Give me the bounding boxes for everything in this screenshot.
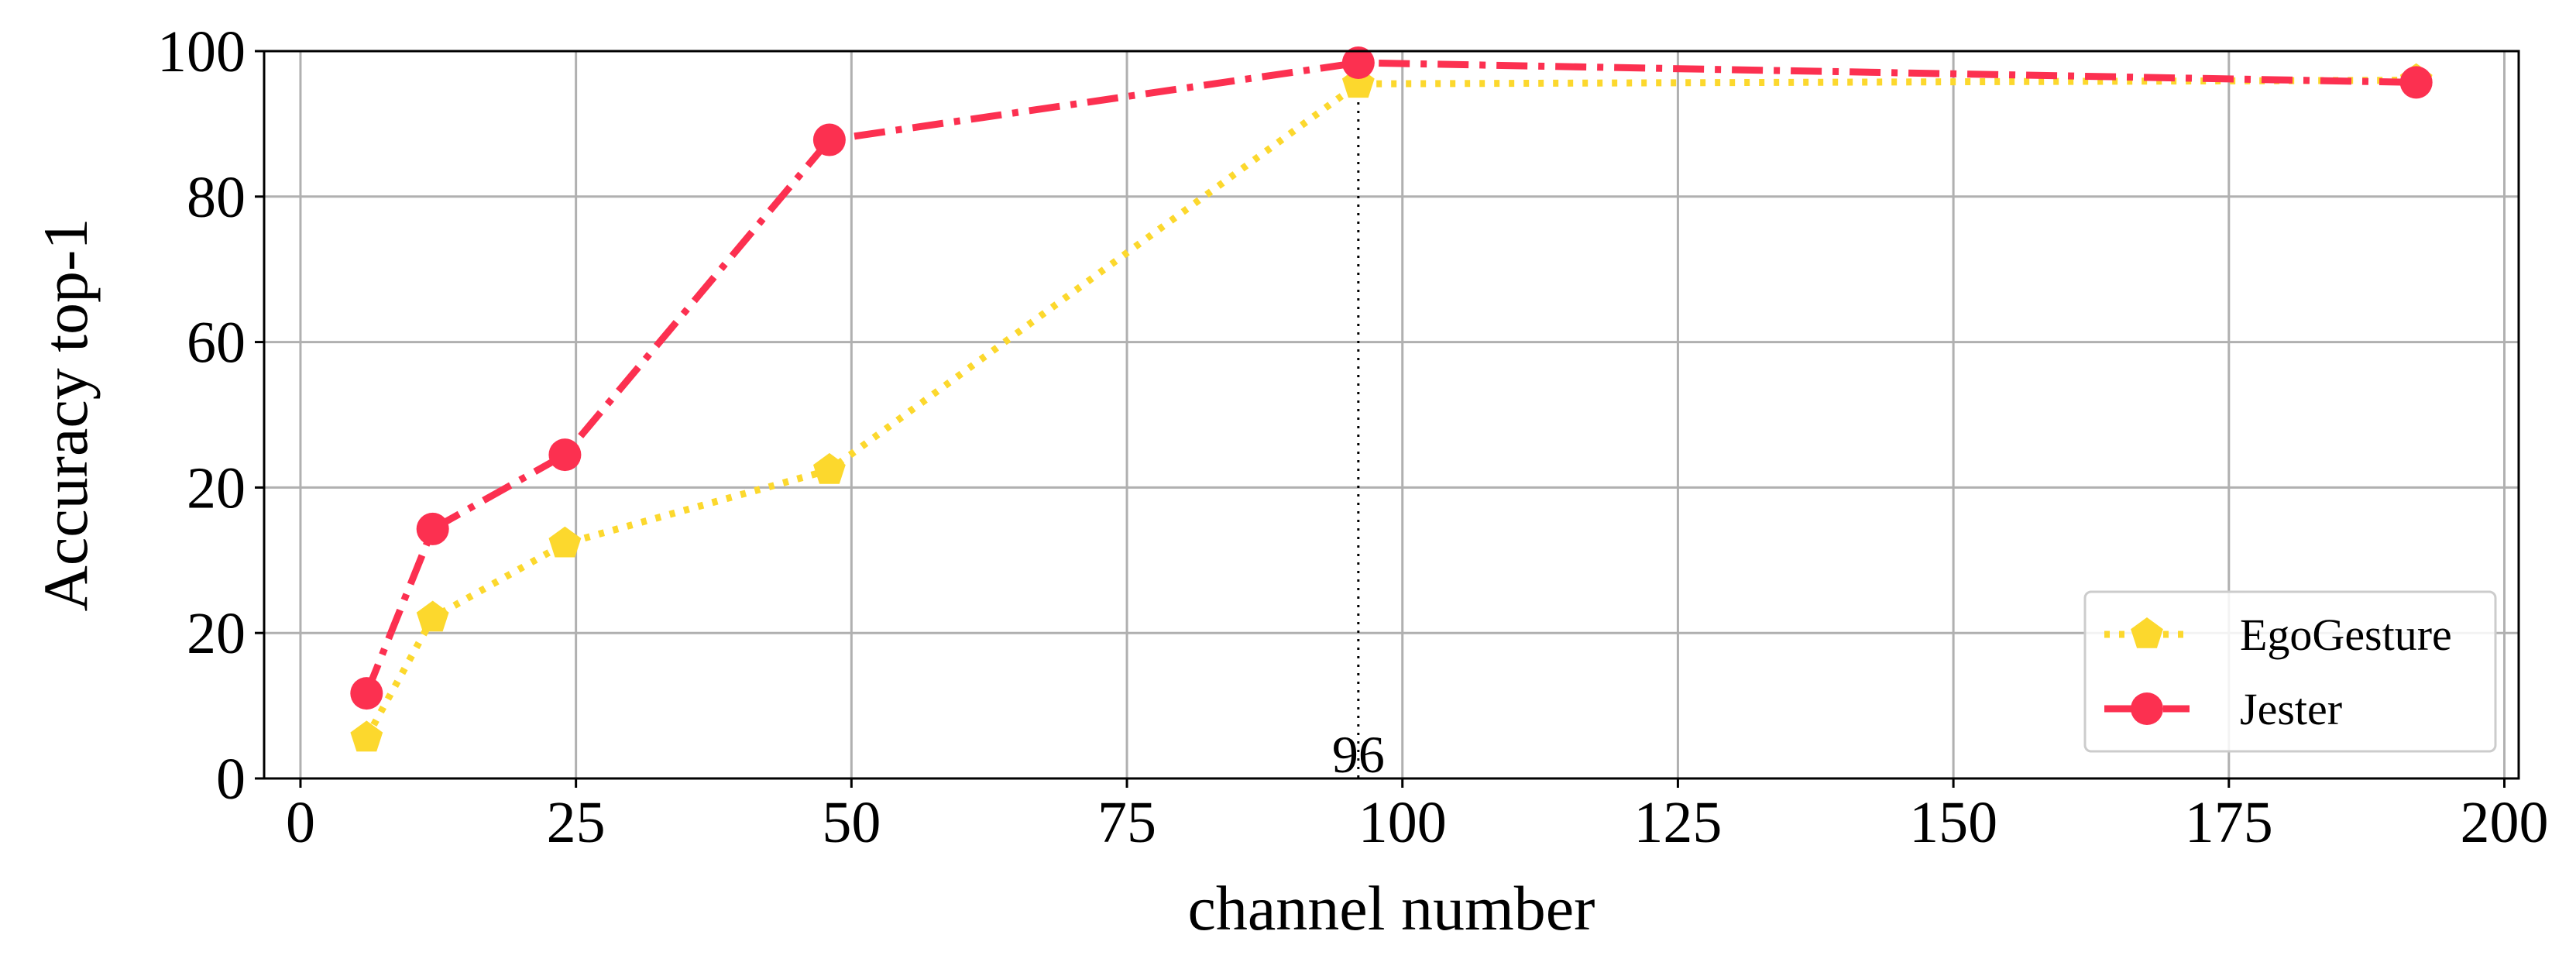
marker (1341, 46, 1375, 80)
y-tick-label: 60 (187, 311, 246, 376)
legend-marker (2131, 692, 2163, 725)
legend-label: Jester (2240, 684, 2342, 734)
marker (350, 720, 383, 752)
x-tick-label: 50 (822, 790, 881, 855)
x-axis-label: channel number (1188, 873, 1595, 943)
y-tick-label: 0 (216, 747, 246, 812)
y-tick-label: 80 (187, 165, 246, 230)
x-tick-label: 175 (2185, 790, 2273, 855)
marker (812, 123, 846, 156)
x-tick-label: 25 (547, 790, 606, 855)
marker (2399, 66, 2433, 99)
y-axis-label: Accuracy top-1 (30, 218, 101, 612)
y-tick-label: 100 (157, 19, 246, 84)
marker (416, 600, 449, 632)
legend-marker (2131, 617, 2163, 648)
x-tick-label: 150 (1909, 790, 1997, 855)
marker (548, 438, 582, 472)
reference-label: 96 (1332, 725, 1385, 784)
legend-label: EgoGesture (2240, 610, 2452, 660)
x-tick-label: 75 (1097, 790, 1156, 855)
y-tick-label: 20 (187, 455, 246, 521)
series-line (363, 59, 2416, 695)
x-tick-label: 0 (286, 790, 315, 855)
marker (813, 452, 846, 484)
marker (416, 512, 449, 545)
plot-frame (263, 50, 2520, 780)
marker (548, 526, 582, 558)
marker (350, 677, 383, 710)
x-tick-label: 125 (1633, 790, 1722, 855)
x-tick-label: 200 (2461, 790, 2549, 855)
x-tick-label: 100 (1358, 790, 1447, 855)
y-tick-label: 20 (187, 601, 246, 666)
